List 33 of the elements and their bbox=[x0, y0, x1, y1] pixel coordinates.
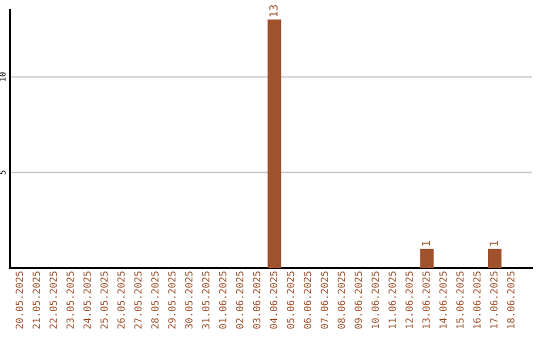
x-tick-label: 08.06.2025 bbox=[338, 272, 346, 329]
x-tick-label: 15.06.2025 bbox=[456, 272, 464, 328]
x-tick-label: 09.06.2025 bbox=[354, 272, 362, 329]
x-tick-label: 10.06.2025 bbox=[372, 272, 379, 328]
data-label: 1 bbox=[422, 241, 430, 246]
x-tick-label: 20.05.2025 bbox=[16, 272, 24, 329]
x-tick-label: 27.05.2025 bbox=[134, 272, 142, 329]
x-tick-label: 04.06.2025 bbox=[270, 272, 278, 329]
x-tick-label: 14.06.2025 bbox=[439, 272, 447, 328]
x-tick-label: 13.06.2025 bbox=[422, 272, 430, 328]
x-tick-label: 17.06.2025 bbox=[490, 272, 498, 328]
x-tick-label: 28.05.2025 bbox=[151, 272, 159, 329]
x-tick-label: 02.06.2025 bbox=[236, 272, 244, 329]
x-tick-label: 21.05.2025 bbox=[32, 272, 40, 329]
x-tick-label: 23.05.2025 bbox=[66, 272, 74, 329]
x-tick-label: 31.05.2025 bbox=[202, 272, 210, 329]
x-tick-label: 22.05.2025 bbox=[50, 272, 57, 329]
x-tick-label: 01.06.2025 bbox=[219, 272, 226, 329]
x-tick-label: 26.05.2025 bbox=[117, 272, 125, 329]
x-tick-label: 16.06.2025 bbox=[473, 272, 481, 328]
x-tick-label: 29.05.2025 bbox=[168, 272, 176, 329]
x-tick-label: 06.06.2025 bbox=[304, 272, 312, 329]
x-tick-label: 25.05.2025 bbox=[100, 272, 108, 329]
x-tick-label: 07.06.2025 bbox=[320, 272, 328, 329]
x-tick-label: 12.06.2025 bbox=[405, 272, 413, 328]
data-label: 1 bbox=[490, 241, 498, 246]
x-tick-label: 11.06.2025 bbox=[388, 272, 396, 328]
x-tick-label: 24.05.2025 bbox=[83, 272, 91, 329]
x-tick-label: 03.06.2025 bbox=[252, 272, 260, 329]
x-tick-label: 30.05.2025 bbox=[185, 272, 192, 329]
x-tick-label: 18.06.2025 bbox=[507, 272, 515, 328]
data-label: 13 bbox=[269, 5, 278, 16]
x-tick-label: 05.06.2025 bbox=[286, 272, 294, 329]
